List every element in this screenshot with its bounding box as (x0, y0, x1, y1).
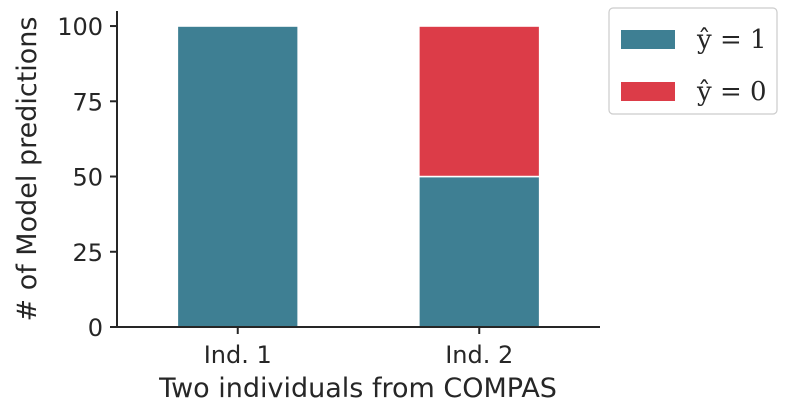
bar-2-series-2 (418, 25, 541, 178)
y-tick-label: 0 (88, 314, 103, 342)
legend-label-1: ŷ = 1 (696, 25, 767, 55)
x-tick-label: Ind. 1 (204, 341, 272, 369)
legend: ŷ = 1 ŷ = 0 (608, 7, 778, 115)
legend-label-2: ŷ = 0 (696, 77, 767, 107)
y-tick-label: 50 (72, 164, 103, 192)
y-tick-label: 25 (72, 239, 103, 267)
y-tick-label: 75 (72, 88, 103, 116)
x-tick-label: Ind. 2 (445, 341, 513, 369)
x-axis-title: Two individuals from COMPAS (158, 373, 557, 404)
legend-swatch-2 (621, 82, 675, 101)
y-tick-label: 100 (57, 13, 103, 41)
x-ticks-group: Ind. 1 Ind. 2 (204, 327, 513, 369)
y-ticks-group: 0 25 50 75 100 (57, 13, 117, 342)
bar-1-series-1 (176, 25, 299, 328)
y-axis-title: # of Model predictions (12, 17, 43, 322)
legend-swatch-1 (621, 30, 675, 49)
bar-2-series-1 (418, 175, 541, 328)
legend-items: ŷ = 1 ŷ = 0 (621, 25, 767, 107)
bars-group (176, 25, 541, 328)
